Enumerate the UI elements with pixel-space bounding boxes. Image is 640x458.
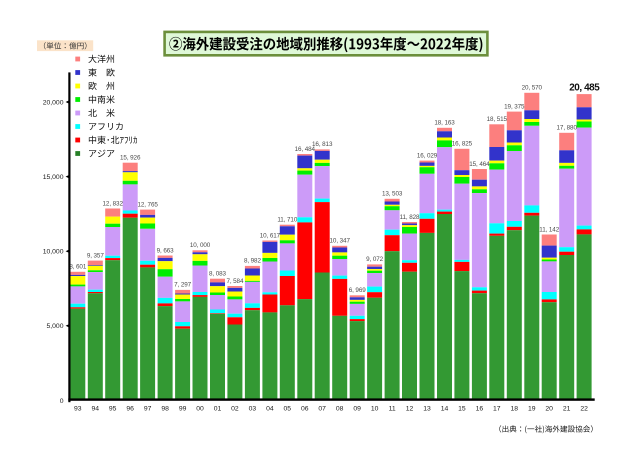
- svg-text:15, 464: 15, 464: [469, 161, 490, 168]
- svg-text:9, 663: 9, 663: [157, 247, 175, 254]
- svg-text:15,000: 15,000: [43, 174, 64, 181]
- svg-text:8, 982: 8, 982: [244, 258, 262, 265]
- svg-text:99: 99: [179, 405, 187, 412]
- svg-text:20: 20: [545, 405, 553, 412]
- svg-text:7, 584: 7, 584: [226, 278, 244, 285]
- svg-text:10, 000: 10, 000: [190, 242, 211, 249]
- svg-text:9, 357: 9, 357: [87, 252, 105, 259]
- svg-text:11: 11: [389, 405, 396, 412]
- svg-text:20,000: 20,000: [43, 99, 64, 106]
- svg-text:12, 832: 12, 832: [103, 200, 124, 207]
- svg-text:97: 97: [144, 405, 152, 412]
- svg-text:06: 06: [301, 405, 309, 412]
- svg-text:0: 0: [60, 398, 64, 405]
- svg-text:08: 08: [336, 405, 344, 412]
- svg-text:11, 710: 11, 710: [277, 217, 297, 224]
- svg-text:10, 617: 10, 617: [260, 232, 281, 239]
- svg-text:07: 07: [318, 405, 326, 412]
- svg-text:8, 083: 8, 083: [209, 271, 227, 278]
- svg-text:17: 17: [493, 405, 501, 412]
- svg-text:15, 926: 15, 926: [120, 155, 141, 162]
- svg-text:14: 14: [441, 405, 449, 412]
- svg-text:11, 828: 11, 828: [400, 214, 420, 221]
- svg-text:12: 12: [406, 405, 414, 412]
- svg-text:19, 375: 19, 375: [504, 103, 525, 110]
- svg-text:09: 09: [353, 405, 361, 412]
- svg-text:16, 029: 16, 029: [417, 152, 438, 159]
- svg-text:00: 00: [196, 405, 204, 412]
- svg-text:7, 297: 7, 297: [174, 282, 192, 289]
- svg-text:18, 515: 18, 515: [487, 116, 508, 123]
- svg-text:13: 13: [423, 405, 431, 412]
- svg-text:21: 21: [563, 405, 571, 412]
- svg-text:18: 18: [511, 405, 519, 412]
- svg-text:10,000: 10,000: [43, 249, 64, 256]
- svg-text:01: 01: [214, 405, 222, 412]
- svg-text:16, 813: 16, 813: [312, 141, 333, 148]
- svg-text:12, 765: 12, 765: [137, 201, 158, 208]
- svg-text:04: 04: [266, 405, 274, 412]
- svg-text:05: 05: [284, 405, 292, 412]
- svg-text:5,000: 5,000: [46, 323, 63, 330]
- svg-text:02: 02: [231, 405, 239, 412]
- svg-text:16, 825: 16, 825: [452, 141, 473, 148]
- svg-text:20, 485: 20, 485: [569, 83, 600, 94]
- svg-text:16: 16: [476, 405, 484, 412]
- svg-text:96: 96: [126, 405, 134, 412]
- svg-text:16, 484: 16, 484: [295, 146, 316, 153]
- svg-text:10, 347: 10, 347: [330, 238, 351, 245]
- svg-text:22: 22: [580, 405, 588, 412]
- svg-text:10: 10: [371, 405, 379, 412]
- svg-text:94: 94: [92, 405, 100, 412]
- svg-text:8, 601: 8, 601: [69, 264, 87, 271]
- svg-text:98: 98: [161, 405, 169, 412]
- svg-text:03: 03: [249, 405, 257, 412]
- svg-text:17, 880: 17, 880: [557, 125, 578, 132]
- svg-text:93: 93: [74, 405, 82, 412]
- svg-text:6, 969: 6, 969: [349, 287, 367, 294]
- svg-text:13, 503: 13, 503: [382, 191, 403, 198]
- svg-text:15: 15: [458, 405, 466, 412]
- svg-text:9, 072: 9, 072: [366, 256, 384, 263]
- svg-text:19: 19: [528, 405, 536, 412]
- svg-text:95: 95: [109, 405, 117, 412]
- svg-text:18, 163: 18, 163: [434, 120, 455, 127]
- svg-text:11, 142: 11, 142: [539, 226, 559, 233]
- svg-text:20, 570: 20, 570: [522, 85, 543, 92]
